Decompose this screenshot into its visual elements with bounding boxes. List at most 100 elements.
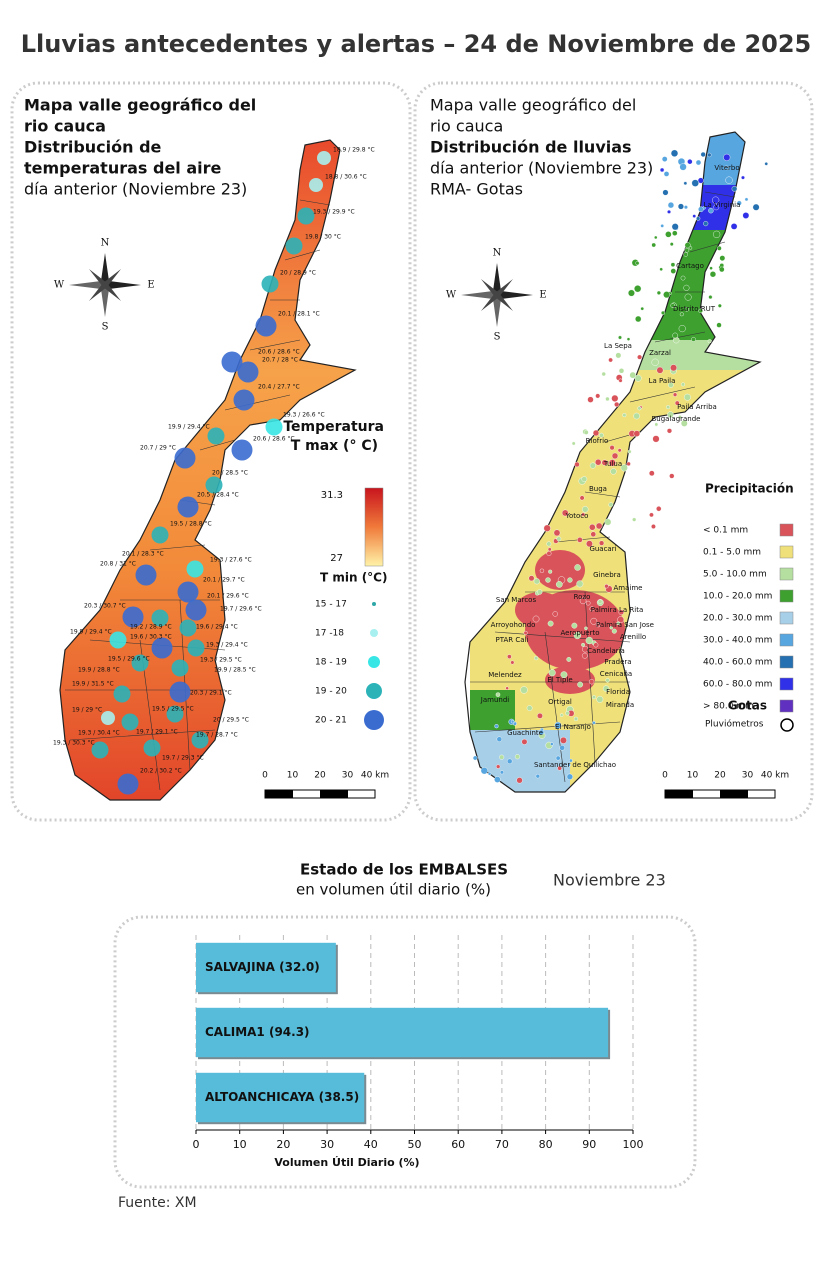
page-title: Lluvias antecedentes y alertas – 24 de N… [21,30,812,58]
legend-symbol [779,611,794,625]
map-title: día anterior (Noviembre 23) [430,159,653,178]
place-label: El Tiple [547,676,572,684]
gauge-dot [589,462,596,469]
compass-letter: E [539,290,546,301]
place-label: Guacari [589,545,616,553]
gauge-dot [678,325,686,333]
scale-bar [665,790,693,798]
legend-label: 5.0 - 10.0 mm [703,570,767,580]
gauge-dot [533,578,540,585]
gauge-dot [507,758,513,765]
station-label: 19.3 / 29.9 °C [313,209,355,216]
gauge-dot [637,354,643,360]
gauge-dot [521,738,528,745]
scale-bar [320,790,348,798]
gauge-dot [595,522,603,530]
legend-symbol [779,567,794,581]
gauge-dot [526,705,533,711]
gauge-dot [635,315,642,323]
bar-label: ALTOANCHICAYA (38.5) [205,1090,359,1104]
gauge-dot [671,223,679,231]
station-marker [297,207,315,225]
legend-title: T max (° C) [291,438,378,454]
map-title: RMA- Gotas [430,180,523,199]
gauge-dot [585,540,593,548]
gauge-dot [516,777,523,784]
gauge-dot [724,165,729,171]
place-label: PTAR Cali [496,636,529,644]
gauge-dot [661,156,668,162]
station-marker [143,739,161,757]
gauge-dot [669,242,674,247]
gauge-dot [667,201,675,209]
gauge-dot [520,686,528,694]
place-label: Tulua [603,460,622,468]
legend-symbol [370,629,378,637]
station-label: 20.6 / 28.6 °C [258,349,300,356]
gauge-dot [559,745,565,751]
gauge-dot [672,392,678,397]
gauge-dot [581,512,586,517]
gauge-dot [487,772,492,776]
station-marker [113,685,131,703]
gauge-dot [719,255,726,262]
gauge-dot [723,153,731,161]
station-markers [91,151,331,795]
gauge-dot [571,622,578,629]
gauge-dot [620,464,628,472]
gauge-dot [590,531,597,538]
map-title: día anterior (Noviembre 23) [24,180,247,199]
legend-symbol [779,699,794,713]
scale-label: 20 [714,771,726,781]
gauge-dot [494,776,501,783]
gauge-dot [605,678,610,683]
compass-letter: W [54,280,65,291]
gauge-dot [608,357,613,363]
gauge-dot [709,266,713,270]
gauge-dot [571,441,576,446]
x-tick-label: 10 [233,1138,247,1151]
gauge-dot [667,209,671,214]
station-marker [261,275,279,293]
scale-label: 40 km [361,771,389,781]
legend-symbol [779,545,794,559]
gauge-dot [670,268,677,274]
chart-date: Noviembre 23 [553,871,666,890]
gauge-dot [574,564,581,571]
gauge-dot [742,212,750,219]
gauge-dot [582,506,589,513]
gauge-dot [555,581,563,588]
place-label: Palmira La Rita [591,606,644,614]
legend-symbol [779,589,794,603]
place-label: Arenillo [620,633,646,641]
gauge-dot [633,412,640,420]
gauge-dot [679,312,684,317]
gauge-dot [538,729,545,736]
x-tick-label: 0 [193,1138,200,1151]
gauge-dot [684,293,692,301]
gauge-dot [691,336,696,342]
gauge-dot [543,524,551,532]
gauge-dot [707,152,712,158]
station-label: 20.5 / 28.4 °C [197,492,239,499]
gauge-dot [583,429,589,435]
x-tick-label: 30 [320,1138,334,1151]
gauge-dot [569,758,573,763]
gauge-dot [547,620,554,627]
gauge-dot [566,657,572,662]
station-label: 20.4 / 27.7 °C [258,384,300,391]
station-label: 19.9 / 29.4 °C [168,424,210,431]
gauge-dot [550,742,554,746]
station-label: 20.1 / 29.7 °C [203,577,245,584]
gauge-dot [537,589,543,595]
bar [196,942,336,993]
station-label: 20.3 / 30.7 °C [84,603,126,610]
legend-symbol [779,523,794,537]
station-label: 20 / 28.9 °C [280,270,316,277]
gauge-dot [696,216,701,221]
station-marker [179,619,197,637]
station-label: 20.2 / 30.2 °C [140,768,182,775]
gauge-dot [683,284,690,291]
x-tick-label: 100 [623,1138,644,1151]
gauge-dot [554,721,562,729]
